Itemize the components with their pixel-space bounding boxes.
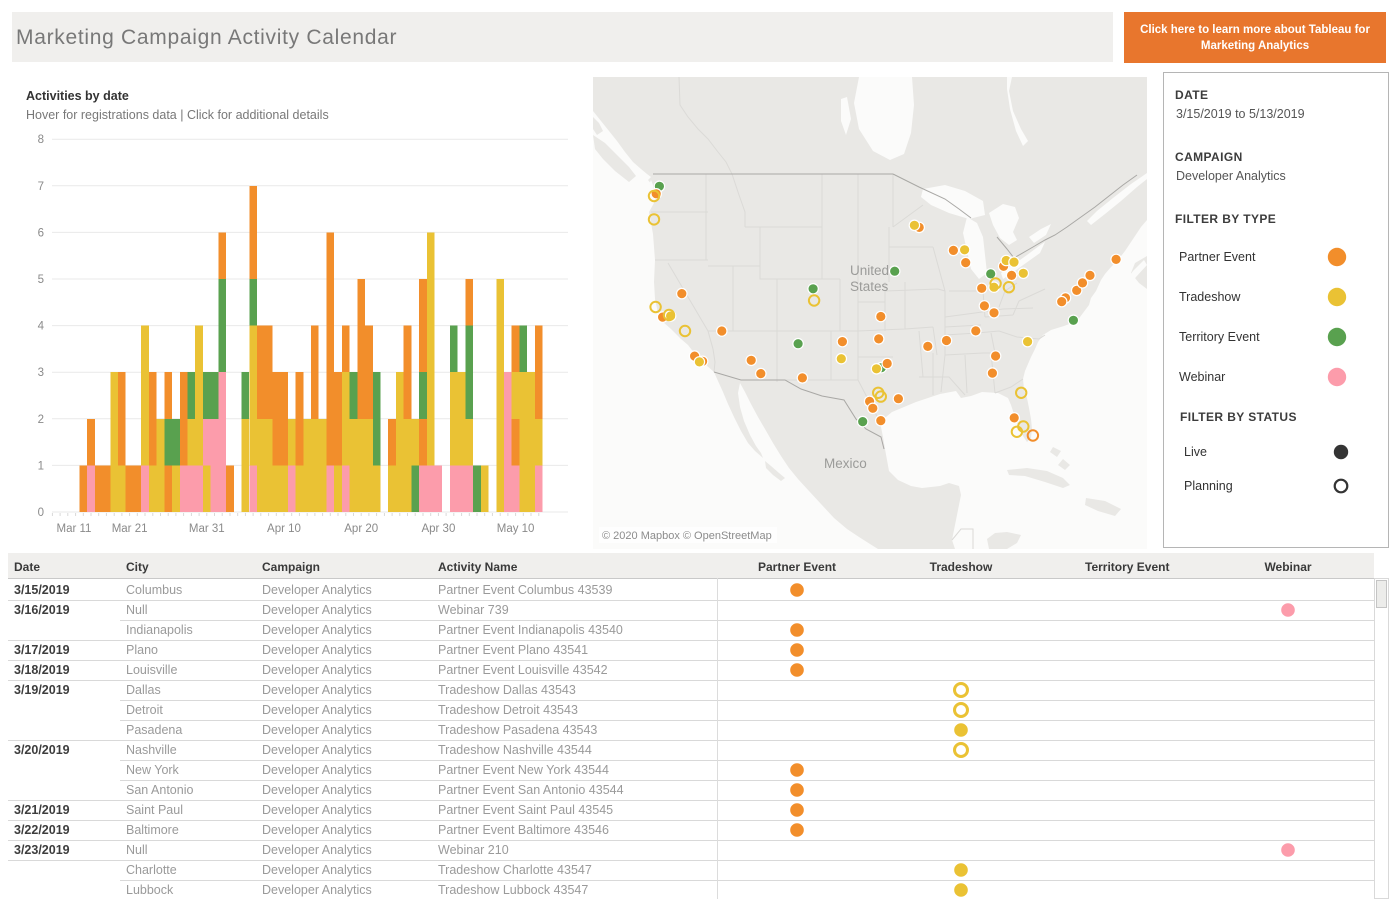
svg-text:Apr 30: Apr 30 bbox=[421, 523, 455, 535]
svg-text:Mar 21: Mar 21 bbox=[112, 523, 148, 535]
svg-text:Mexico: Mexico bbox=[824, 456, 867, 471]
svg-text:2: 2 bbox=[38, 414, 44, 426]
svg-text:4: 4 bbox=[38, 321, 45, 333]
svg-text:0: 0 bbox=[38, 507, 44, 519]
svg-text:Apr 20: Apr 20 bbox=[344, 523, 378, 535]
svg-text:8: 8 bbox=[38, 134, 44, 146]
svg-text:5: 5 bbox=[38, 274, 44, 286]
svg-text:7: 7 bbox=[38, 181, 44, 193]
svg-text:Mar 11: Mar 11 bbox=[57, 523, 92, 535]
svg-text:1: 1 bbox=[38, 460, 44, 472]
svg-text:United: United bbox=[850, 263, 889, 278]
svg-text:3: 3 bbox=[38, 367, 44, 379]
svg-text:© 2020 Mapbox © OpenStreetMap: © 2020 Mapbox © OpenStreetMap bbox=[602, 530, 772, 542]
svg-text:6: 6 bbox=[38, 227, 44, 239]
svg-text:Mar 31: Mar 31 bbox=[189, 523, 225, 535]
svg-text:Apr 10: Apr 10 bbox=[267, 523, 301, 535]
svg-text:May 10: May 10 bbox=[497, 523, 535, 535]
svg-text:States: States bbox=[850, 279, 889, 294]
